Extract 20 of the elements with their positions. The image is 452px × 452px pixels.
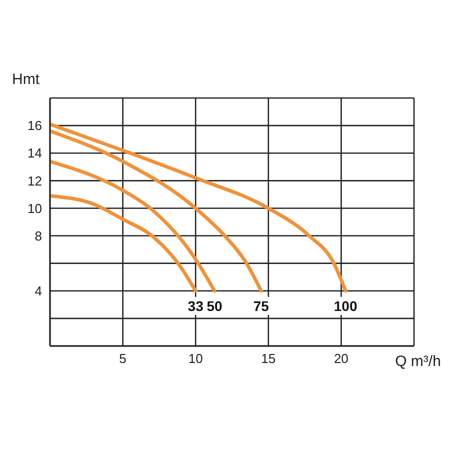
x-tick-label: 5 (119, 351, 126, 366)
series-label: 33 (188, 298, 204, 314)
series-label: 50 (206, 298, 223, 314)
line-series (50, 129, 263, 293)
x-axis-title: Q m³/h (395, 353, 441, 370)
series-label: 75 (253, 298, 270, 314)
series-label: 100 (334, 298, 358, 314)
y-tick-label: 16 (28, 118, 42, 134)
line-series (50, 194, 198, 293)
x-tick-label: 15 (261, 351, 276, 366)
x-tick-label: 10 (188, 351, 203, 366)
y-tick-label: 8 (34, 228, 42, 244)
line-series (50, 160, 216, 293)
y-axis-title: Hmt (12, 71, 40, 88)
y-tick-label: 4 (34, 284, 42, 299)
y-tick-label: 14 (28, 146, 42, 161)
y-tick-label: 12 (28, 173, 42, 188)
line-series (50, 122, 348, 293)
x-tick-label: 20 (334, 351, 348, 366)
y-tick-label: 10 (28, 200, 42, 216)
